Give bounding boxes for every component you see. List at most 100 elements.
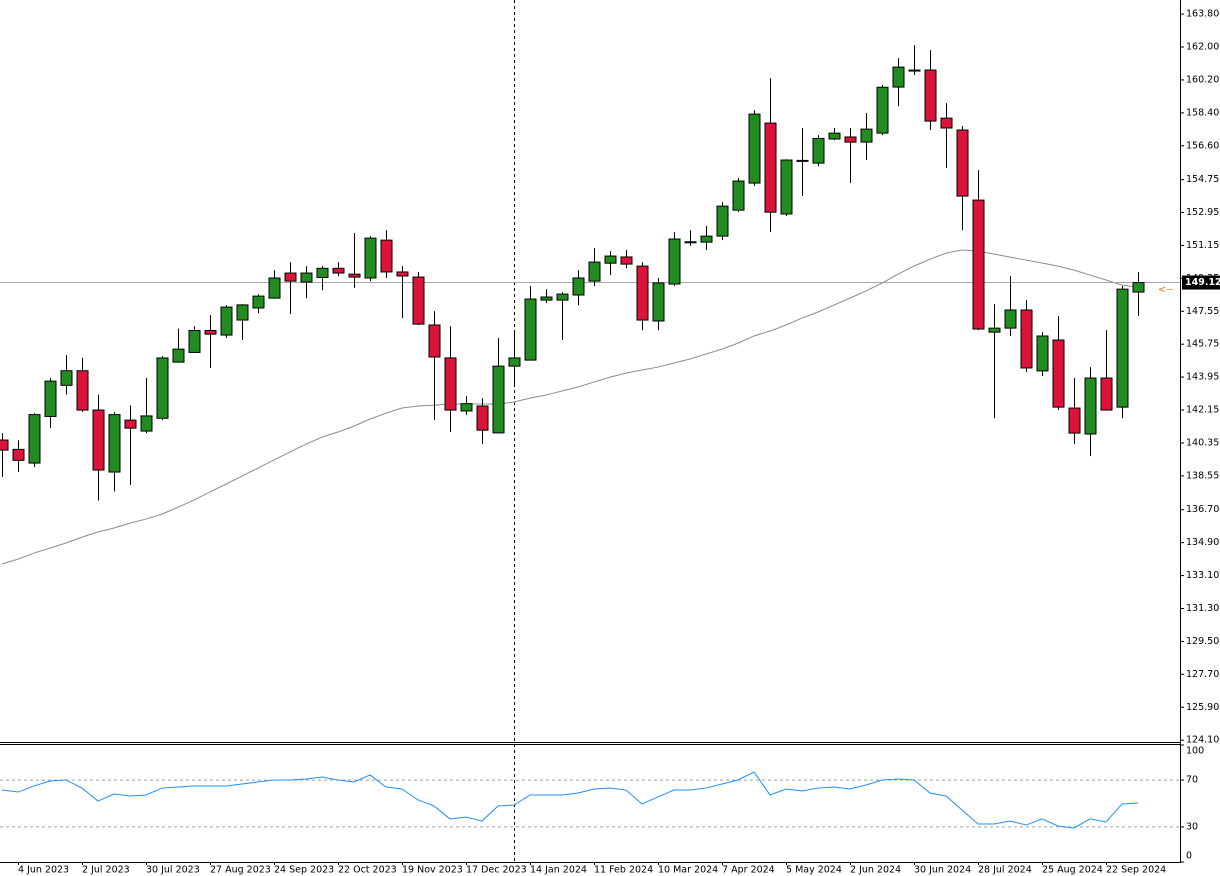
candle-body <box>508 357 521 367</box>
candle-body <box>172 348 185 363</box>
candle-body <box>1132 282 1145 293</box>
x-tick-label: 4 Jun 2023 <box>18 865 69 876</box>
candle-body <box>588 261 601 282</box>
candle-body <box>924 69 937 122</box>
y-tick-label: 152.950 <box>1186 207 1220 218</box>
candle-body <box>1004 309 1017 329</box>
candle-body <box>1020 309 1033 369</box>
last-price-box <box>1182 275 1220 290</box>
x-tick-label: 25 Aug 2024 <box>1042 865 1103 876</box>
candle-body <box>124 419 137 429</box>
candle-body <box>412 276 425 325</box>
x-tick-label: 10 Mar 2024 <box>658 865 718 876</box>
y-tick-label: 143.950 <box>1186 372 1220 383</box>
candle-body <box>348 273 361 278</box>
candle-body <box>492 365 505 434</box>
candle-body <box>956 129 969 197</box>
y-tick-label: 145.750 <box>1186 339 1220 350</box>
x-tick-label: 30 Jul 2023 <box>146 865 200 876</box>
y-tick-label: 162.000 <box>1186 42 1220 53</box>
y-tick-label: 140.350 <box>1186 437 1220 448</box>
candle-body <box>1084 377 1097 435</box>
candle-body <box>844 136 857 143</box>
candle-body <box>284 272 297 282</box>
candle-body <box>204 329 217 335</box>
candle-body <box>908 69 921 72</box>
candle-body <box>428 324 441 358</box>
candle-body <box>572 277 585 296</box>
candle-body <box>700 235 713 243</box>
x-tick-label: 2 Jun 2024 <box>850 865 901 876</box>
candle-body <box>620 256 633 265</box>
candle-body <box>444 357 457 411</box>
x-tick-label: 22 Sep 2024 <box>1106 865 1166 876</box>
candle-body <box>796 159 809 162</box>
candle-body <box>252 295 265 309</box>
candle-body <box>972 199 985 330</box>
y-tick-label: 134.900 <box>1186 537 1220 548</box>
y-tick-label: 160.200 <box>1186 74 1220 85</box>
candle-body <box>652 282 665 322</box>
candle-body <box>732 180 745 211</box>
y-tick-label: 100 <box>1186 746 1204 757</box>
candle-body <box>380 239 393 273</box>
candle-body <box>92 409 105 471</box>
candle-body <box>316 267 329 278</box>
y-tick-label: 156.600 <box>1186 140 1220 151</box>
y-tick-label: 125.900 <box>1186 702 1220 713</box>
moving-average <box>1 249 1139 565</box>
candle-body <box>364 237 377 279</box>
x-tick-label: 11 Feb 2024 <box>594 865 653 876</box>
candle-body <box>188 329 201 353</box>
x-tick-label: 28 Jul 2024 <box>978 865 1032 876</box>
y-tick-label: 147.550 <box>1186 306 1220 317</box>
x-tick-label: 19 Nov 2023 <box>402 865 463 876</box>
y-tick-label: 30 <box>1186 821 1198 832</box>
candle-body <box>524 298 537 361</box>
x-tick-label: 7 Apr 2024 <box>722 865 775 876</box>
oscillator-line <box>1 771 1139 829</box>
candle-body <box>332 267 345 274</box>
candle-body <box>716 205 729 237</box>
candle-body <box>892 66 905 88</box>
candle-body <box>684 241 697 244</box>
last-price-label: 149.122 <box>1185 277 1220 288</box>
candle-body <box>460 403 473 412</box>
y-tick-label: 124.100 <box>1186 735 1220 746</box>
candle-body <box>44 380 57 417</box>
candle-body <box>220 306 233 336</box>
candle-body <box>764 122 777 213</box>
price-arrow: <-- <box>1158 285 1173 296</box>
candle-body <box>668 238 681 285</box>
x-tick-label: 14 Jan 2024 <box>530 865 587 876</box>
candle-body <box>1068 407 1081 434</box>
candle-body <box>540 296 553 301</box>
candle-body <box>0 439 9 451</box>
y-tick-label: 131.300 <box>1186 603 1220 614</box>
x-tick-label: 30 Jun 2024 <box>914 865 971 876</box>
x-tick-label: 5 May 2024 <box>786 865 842 876</box>
candle-body <box>556 293 569 301</box>
y-tick-label: 133.100 <box>1186 570 1220 581</box>
candle-body <box>748 113 761 184</box>
y-tick-label: 129.500 <box>1186 636 1220 647</box>
candle-body <box>1100 377 1113 411</box>
candle-body <box>636 265 649 321</box>
candle-body <box>76 370 89 411</box>
y-tick-label: 136.700 <box>1186 504 1220 515</box>
candle-body <box>988 327 1001 333</box>
x-tick-label: 22 Oct 2023 <box>338 865 397 876</box>
candle-body <box>940 117 953 129</box>
candle-body <box>604 255 617 264</box>
candle-body <box>156 357 169 419</box>
y-tick-label: 138.550 <box>1186 470 1220 481</box>
candle-body <box>268 277 281 299</box>
candle-body <box>780 159 793 215</box>
candle-body <box>828 132 841 140</box>
candle-body <box>876 86 889 134</box>
candle-body <box>396 271 409 277</box>
candle-body <box>812 137 825 164</box>
candle-body <box>108 414 121 473</box>
y-tick-label: 154.750 <box>1186 174 1220 185</box>
